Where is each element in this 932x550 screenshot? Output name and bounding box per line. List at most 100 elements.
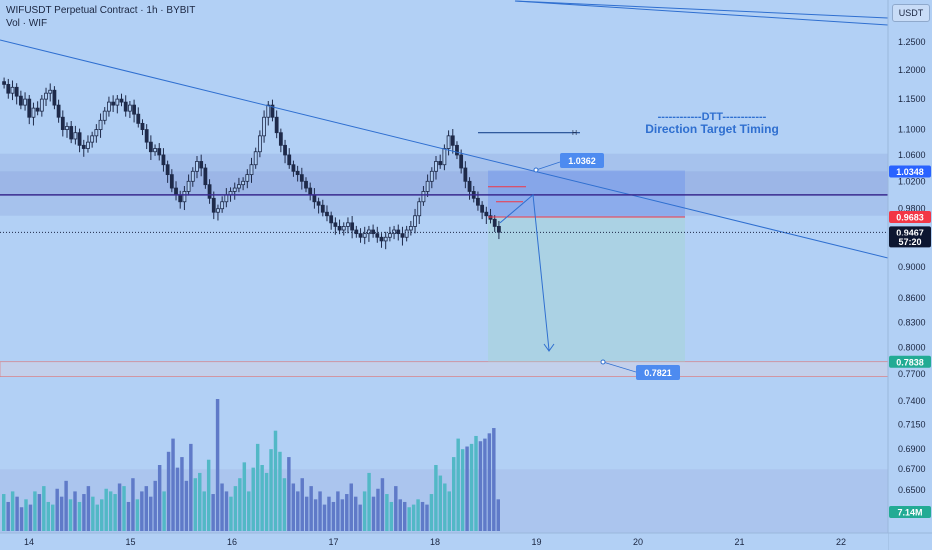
candle-body xyxy=(102,110,107,121)
inner-zone xyxy=(0,171,888,195)
volume-bar xyxy=(149,496,153,531)
candle-body xyxy=(480,204,485,213)
price-tag-bg xyxy=(889,506,931,518)
candle-body xyxy=(182,191,187,203)
volume-bar xyxy=(166,451,171,531)
candle-body xyxy=(18,95,23,106)
dtt-title: Direction Target Timing xyxy=(645,122,779,136)
volume-bar xyxy=(108,491,113,531)
drawings xyxy=(0,0,888,373)
candle-body xyxy=(245,174,250,182)
candle-body xyxy=(413,215,417,227)
volume-bar xyxy=(456,438,460,531)
candle-body xyxy=(132,104,136,115)
candle-body xyxy=(249,164,254,176)
candle-body xyxy=(186,180,191,192)
volume-bar xyxy=(15,496,19,531)
candle-body xyxy=(161,154,166,166)
volume-bar xyxy=(144,486,149,531)
candle-body xyxy=(56,104,61,118)
candle-body xyxy=(354,229,359,235)
candles xyxy=(2,77,501,250)
volume-bar xyxy=(220,483,224,531)
volume-bar xyxy=(33,491,37,531)
candle-body xyxy=(253,151,258,166)
candle-body xyxy=(111,101,116,106)
svg-text:1.0362: 1.0362 xyxy=(568,156,596,166)
candle-body xyxy=(278,132,283,146)
candle-body xyxy=(295,170,300,176)
candle-body xyxy=(266,104,271,118)
price-tag-bg xyxy=(889,210,931,223)
volume-bar xyxy=(122,486,126,531)
downtrend-line xyxy=(0,39,888,259)
volume-bar xyxy=(367,472,371,531)
price-tick-label: 0.7700 xyxy=(898,369,926,379)
candle-body xyxy=(174,187,178,196)
candle-body xyxy=(14,86,19,97)
upper-trend-line-1 xyxy=(514,0,888,19)
volume-bar xyxy=(358,504,362,531)
candle-body xyxy=(65,126,69,130)
candle-body xyxy=(375,233,380,238)
volume-bar xyxy=(184,480,189,531)
volume-bar xyxy=(362,491,367,531)
volume-legend[interactable]: Vol · WIF xyxy=(6,18,48,29)
volume-bar xyxy=(91,496,95,531)
volume-bar xyxy=(64,480,68,531)
candle-body xyxy=(283,144,287,156)
price-tick-label: 1.2000 xyxy=(898,65,926,75)
candle-body xyxy=(371,229,376,235)
volume-bar xyxy=(211,494,215,531)
volume-bar xyxy=(353,496,358,531)
volume-bar xyxy=(371,496,376,531)
candle-body xyxy=(86,141,90,149)
price-tick-label: 1.0600 xyxy=(898,150,926,160)
volume-bar xyxy=(113,494,117,531)
volume-bar xyxy=(443,483,447,531)
candle-body xyxy=(199,161,204,169)
volume-bar xyxy=(309,486,313,531)
candle-body xyxy=(23,98,27,106)
candle-body xyxy=(341,226,346,231)
candle-body xyxy=(467,180,472,192)
price-tick-label: 1.2500 xyxy=(898,37,926,47)
volume-bar xyxy=(193,478,198,531)
projection-arrowhead xyxy=(543,343,555,352)
candle-body xyxy=(455,144,459,156)
candle-body xyxy=(119,98,124,103)
volume-bar xyxy=(135,499,140,531)
high-marker: H xyxy=(572,130,577,137)
volume-bar xyxy=(238,478,242,531)
volume-bar xyxy=(28,504,33,531)
price-axis-panel[interactable] xyxy=(888,0,932,550)
price-tag-label: 1.0348 xyxy=(896,167,924,177)
volume-bar xyxy=(206,459,211,531)
time-tick-label: 22 xyxy=(836,537,846,547)
price-tag-bg xyxy=(889,165,931,178)
stop-price-callout: 0.7821 xyxy=(636,365,680,380)
currency-button[interactable]: USDT xyxy=(892,4,930,22)
candle-body xyxy=(274,116,279,134)
time-axis-panel[interactable] xyxy=(0,533,888,550)
volume-bar xyxy=(126,501,131,531)
price-tag-label: 0.7838 xyxy=(896,357,924,367)
symbol-title[interactable]: WIFUSDT Perpetual Contract · 1h · BYBIT xyxy=(6,5,196,16)
candle-body xyxy=(2,81,6,85)
volume-bar xyxy=(117,483,122,531)
candle-body xyxy=(165,164,170,176)
candle-body xyxy=(220,201,225,210)
volume-bar xyxy=(189,443,193,531)
candle-body xyxy=(404,229,409,238)
candle-body xyxy=(257,135,262,153)
volume-bar xyxy=(478,441,483,531)
volume-bar xyxy=(180,457,184,531)
volume-bar xyxy=(273,430,278,531)
time-tick-label: 16 xyxy=(227,537,237,547)
volume-bar xyxy=(55,488,59,531)
candle-body xyxy=(144,129,149,143)
candle-body xyxy=(442,148,447,166)
price-tag-bg xyxy=(889,355,931,368)
volume-bar xyxy=(175,467,180,531)
